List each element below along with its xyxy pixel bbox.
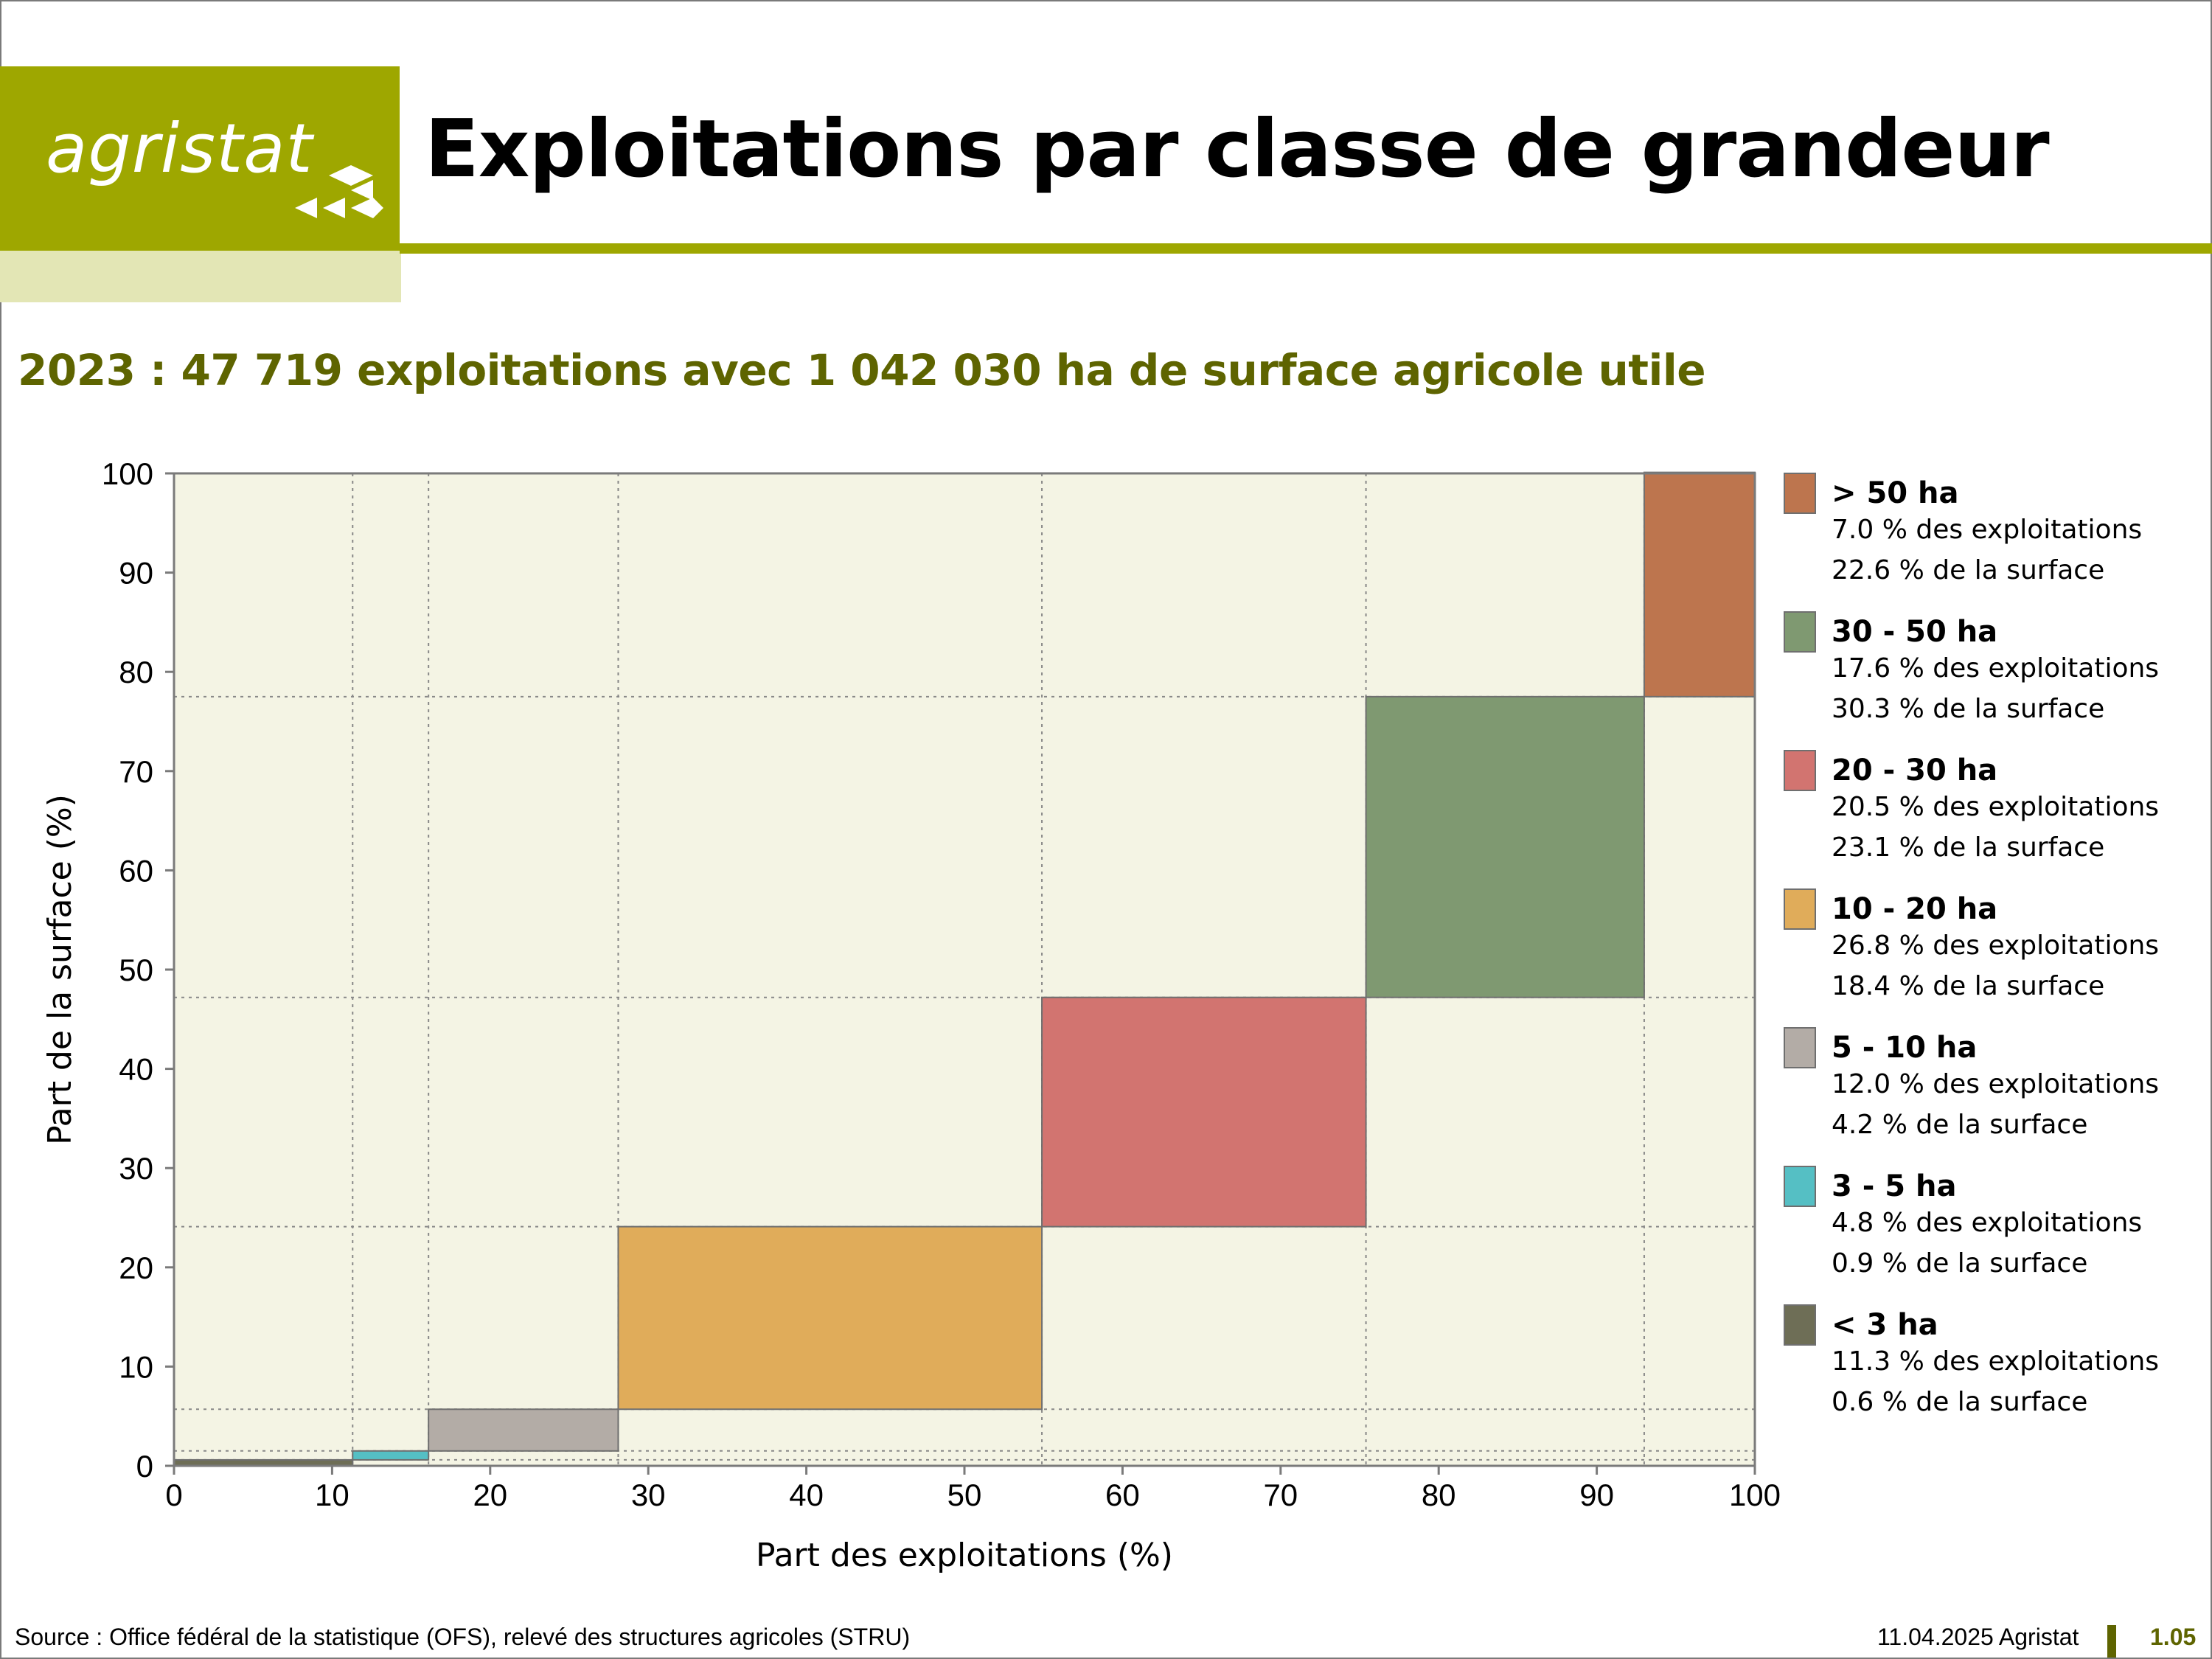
- legend-name: 5 - 10 ha: [1832, 1031, 1977, 1065]
- x-tick-label: 90: [1579, 1478, 1614, 1512]
- legend-swatch: [1784, 750, 1816, 791]
- x-tick-label: 0: [165, 1478, 182, 1512]
- mekko-chart: 0 10 20 30 40 50 60 70 80 90 100 0 10 20 30 40 50 60 70 80…: [41, 456, 2159, 1574]
- legend-item: > 50 ha 7.0 % des exploitations 22.6 % de …: [1784, 473, 2142, 585]
- footer-divider: [2107, 1625, 2116, 1658]
- chart-subtitle: 2023 : 47 719 exploitations avec 1 042 0…: [18, 345, 1706, 395]
- legend-name: 30 - 50 ha: [1832, 615, 1997, 649]
- legend-swatch: [1784, 1027, 1816, 1068]
- legend-name: 20 - 30 ha: [1832, 754, 1997, 787]
- logo-block: [0, 66, 400, 251]
- legend-area-share: 0.9 % de la surface: [1832, 1248, 2087, 1279]
- legend-area-share: 30.3 % de la surface: [1832, 694, 2104, 724]
- legend-farms-share: 20.5 % des exploitations: [1832, 792, 2159, 822]
- logo-diamonds-icon: [295, 165, 383, 218]
- legend-name: 3 - 5 ha: [1832, 1169, 1957, 1203]
- x-tick-label: 60: [1105, 1478, 1140, 1512]
- legend-swatch: [1784, 473, 1816, 514]
- x-tick-label: 40: [789, 1478, 824, 1512]
- footer-source: Source : Office fédéral de la statistiqu…: [15, 1624, 911, 1650]
- y-tick-label: 40: [119, 1052, 153, 1087]
- legend-name: > 50 ha: [1832, 476, 1959, 510]
- legend-item: < 3 ha 11.3 % des exploitations 0.6 % de l…: [1784, 1304, 2159, 1417]
- legend-area-share: 0.6 % de la surface: [1832, 1387, 2087, 1417]
- legend: > 50 ha 7.0 % des exploitations 22.6 % de …: [1784, 473, 2159, 1417]
- legend-swatch: [1784, 611, 1816, 653]
- legend-farms-share: 4.8 % des exploitations: [1832, 1208, 2142, 1238]
- logo-text: agristat: [46, 109, 313, 188]
- legend-farms-share: 17.6 % des exploitations: [1832, 653, 2159, 684]
- y-tick-label: 80: [119, 655, 153, 689]
- legend-area-share: 22.6 % de la surface: [1832, 555, 2104, 585]
- segment-4: [1041, 996, 1367, 1228]
- y-tick-label: 70: [119, 754, 153, 789]
- legend-area-share: 23.1 % de la surface: [1832, 832, 2104, 863]
- x-tick-label: 100: [1729, 1478, 1781, 1512]
- page-title: Exploitations par classe de grandeur: [425, 103, 2050, 195]
- legend-farms-share: 11.3 % des exploitations: [1832, 1346, 2159, 1377]
- legend-swatch: [1784, 1304, 1816, 1346]
- x-tick-label: 30: [631, 1478, 666, 1512]
- y-tick-label: 100: [102, 456, 153, 491]
- legend-name: 10 - 20 ha: [1832, 892, 1997, 926]
- x-tick-labels: 0 10 20 30 40 50 60 70 80 90 100: [165, 1466, 1781, 1512]
- x-tick-label: 80: [1422, 1478, 1456, 1512]
- legend-farms-share: 12.0 % des exploitations: [1832, 1069, 2159, 1099]
- legend-item: 5 - 10 ha 12.0 % des exploitations 4.2 % d…: [1784, 1027, 2159, 1140]
- footer-date: 11.04.2025 Agristat: [1877, 1624, 2079, 1650]
- legend-farms-share: 26.8 % des exploitations: [1832, 931, 2159, 961]
- y-tick-label: 10: [119, 1349, 153, 1384]
- y-tick-label: 30: [119, 1151, 153, 1186]
- legend-item: 30 - 50 ha 17.6 % des exploitations 30.3 %…: [1784, 611, 2159, 724]
- y-tick-label: 20: [119, 1251, 153, 1285]
- legend-swatch: [1784, 888, 1816, 930]
- legend-swatch: [1784, 1166, 1816, 1207]
- legend-item: 10 - 20 ha 26.8 % des exploitations 18.4 %…: [1784, 888, 2159, 1001]
- legend-item: 20 - 30 ha 20.5 % des exploitations 23.1 %…: [1784, 750, 2159, 863]
- legend-name: < 3 ha: [1832, 1308, 1938, 1342]
- page-number: 1.05: [2150, 1624, 2197, 1650]
- x-tick-label: 20: [473, 1478, 507, 1512]
- y-tick-labels: 0 10 20 30 40 50 60 70 80 90 100: [102, 456, 174, 1484]
- y-tick-label: 90: [119, 556, 153, 591]
- segment-3: [617, 1225, 1043, 1411]
- logo-underline-block: [0, 251, 401, 302]
- x-axis-title: Part des exploitations (%): [756, 1537, 1173, 1574]
- x-tick-label: 10: [315, 1478, 349, 1512]
- legend-item: 3 - 5 ha 4.8 % des exploitations 0.9 % de …: [1784, 1166, 2142, 1279]
- segment-5: [1365, 695, 1645, 998]
- segment-6: [1643, 471, 1756, 698]
- x-tick-label: 50: [947, 1478, 982, 1512]
- segment-1: [352, 1450, 430, 1461]
- y-tick-label: 50: [119, 953, 153, 987]
- segment-layer: [173, 471, 1756, 1467]
- y-tick-label: 60: [119, 853, 153, 888]
- header-rule: [400, 243, 2212, 254]
- legend-farms-share: 7.0 % des exploitations: [1832, 515, 2142, 545]
- y-tick-label: 0: [136, 1449, 153, 1484]
- y-axis-title: Part de la surface (%): [41, 794, 79, 1145]
- segment-2: [428, 1408, 619, 1452]
- legend-area-share: 4.2 % de la surface: [1832, 1110, 2087, 1140]
- legend-area-share: 18.4 % de la surface: [1832, 971, 2104, 1001]
- x-tick-label: 70: [1263, 1478, 1298, 1512]
